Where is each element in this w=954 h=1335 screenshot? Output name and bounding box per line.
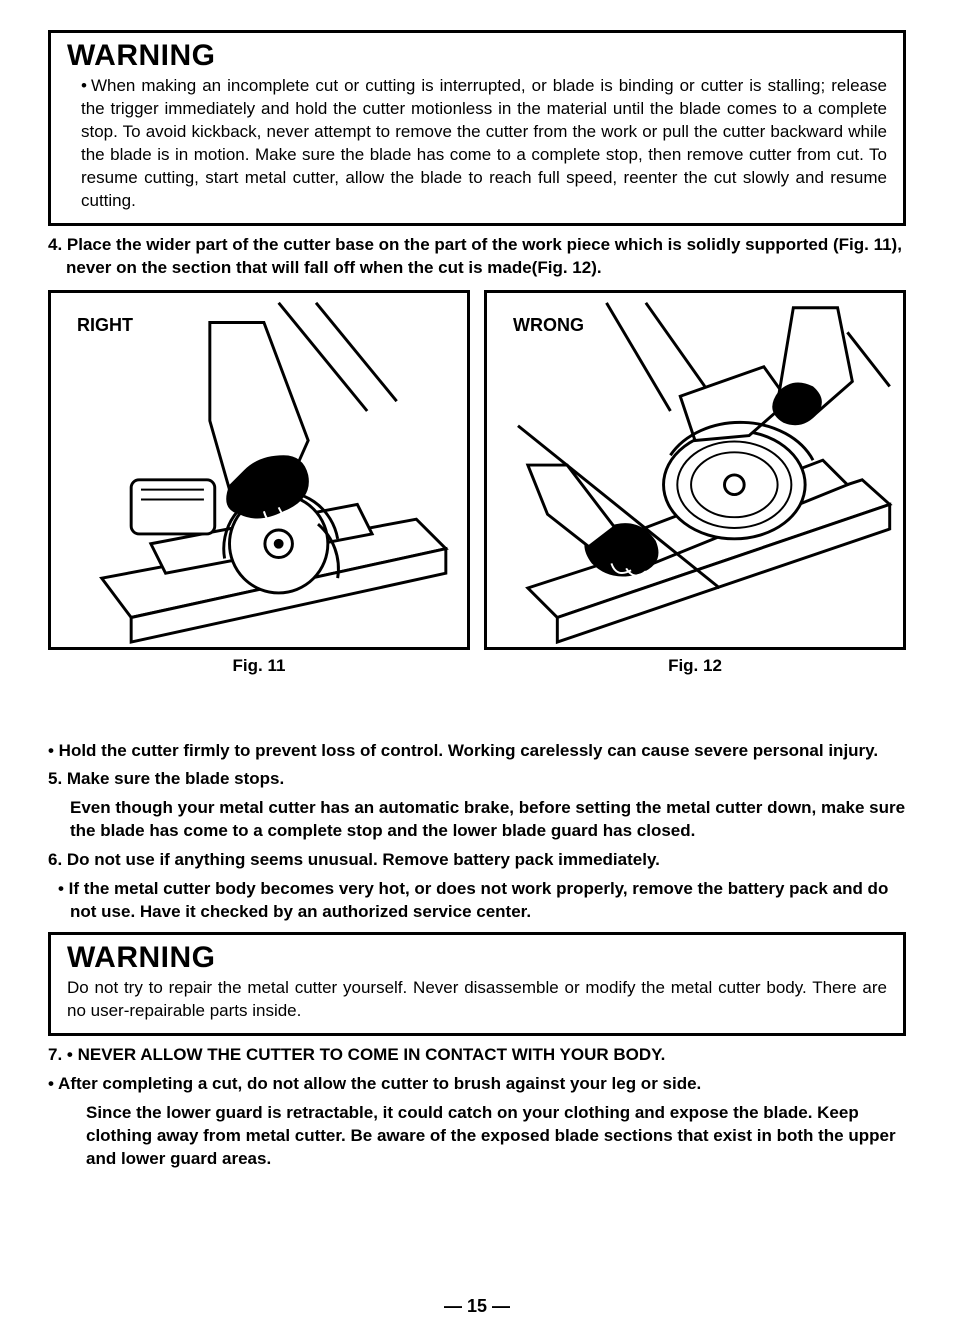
figure-12-label: WRONG [513,315,584,336]
step-7-line-1: 7. • NEVER ALLOW THE CUTTER TO COME IN C… [48,1044,906,1067]
figure-12-caption: Fig. 12 [668,656,722,676]
figure-11-caption: Fig. 11 [233,656,286,676]
step-5-line-2: Even though your metal cutter has an aut… [48,797,906,843]
body-bullet-1: • Hold the cutter firmly to prevent loss… [48,740,906,763]
figure-11-box: RIGHT [48,290,470,650]
figure-11-illustration [51,293,467,647]
step-6-line-1: 6. Do not use if anything seems unusual.… [48,849,906,872]
step-6-line-2: • If the metal cutter body becomes very … [48,878,906,924]
manual-page: WARNING When making an incomplete cut or… [0,0,954,1335]
warning-title-1: WARNING [67,39,887,73]
figures-row: RIGHT [48,290,906,676]
step-7-line-2: • After completing a cut, do not allow t… [48,1073,906,1096]
page-number: — 15 — [0,1296,954,1317]
warning-body-1: When making an incomplete cut or cutting… [67,75,887,213]
figure-11-label: RIGHT [77,315,133,336]
warning-box-1: WARNING When making an incomplete cut or… [48,30,906,226]
figure-12-box: WRONG [484,290,906,650]
warning-title-2: WARNING [67,941,887,975]
step-7-line-3: Since the lower guard is retractable, it… [48,1102,906,1171]
figure-12-illustration [487,293,903,647]
warning-box-2: WARNING Do not try to repair the metal c… [48,932,906,1036]
figure-left-col: RIGHT [48,290,470,676]
step-7-block: 7. • NEVER ALLOW THE CUTTER TO COME IN C… [48,1044,906,1171]
step-5-line-1: 5. Make sure the blade stops. [48,768,906,791]
step-4-text: 4. Place the wider part of the cutter ba… [48,234,906,280]
figure-right-col: WRONG [484,290,906,676]
warning-body-2: Do not try to repair the metal cutter yo… [67,977,887,1023]
body-text-block: • Hold the cutter firmly to prevent loss… [48,740,906,925]
